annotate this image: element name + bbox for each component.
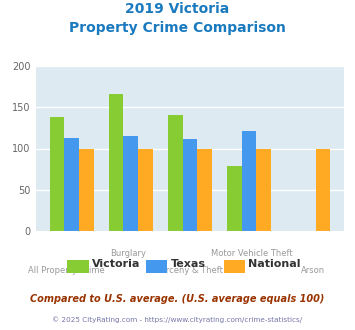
Bar bbox=[227, 166, 242, 231]
Text: Larceny & Theft: Larceny & Theft bbox=[157, 266, 223, 275]
Text: Victoria: Victoria bbox=[92, 259, 141, 269]
Text: Arson: Arson bbox=[301, 266, 326, 275]
Bar bbox=[50, 117, 64, 231]
Text: Motor Vehicle Theft: Motor Vehicle Theft bbox=[211, 249, 293, 258]
Text: National: National bbox=[248, 259, 301, 269]
Text: © 2025 CityRating.com - https://www.cityrating.com/crime-statistics/: © 2025 CityRating.com - https://www.city… bbox=[53, 317, 302, 323]
Bar bbox=[182, 139, 197, 231]
Text: Burglary: Burglary bbox=[110, 249, 146, 258]
Bar bbox=[109, 94, 124, 231]
Text: All Property Crime: All Property Crime bbox=[28, 266, 105, 275]
Bar bbox=[316, 148, 330, 231]
Text: Property Crime Comparison: Property Crime Comparison bbox=[69, 21, 286, 35]
Bar bbox=[124, 136, 138, 231]
Bar bbox=[79, 148, 94, 231]
Bar bbox=[197, 148, 212, 231]
Text: Compared to U.S. average. (U.S. average equals 100): Compared to U.S. average. (U.S. average … bbox=[30, 294, 325, 304]
Bar bbox=[138, 148, 153, 231]
Bar bbox=[168, 115, 182, 231]
Bar bbox=[256, 148, 271, 231]
Bar bbox=[64, 138, 79, 231]
Bar bbox=[242, 131, 256, 231]
Text: Texas: Texas bbox=[170, 259, 206, 269]
Text: 2019 Victoria: 2019 Victoria bbox=[125, 2, 230, 16]
